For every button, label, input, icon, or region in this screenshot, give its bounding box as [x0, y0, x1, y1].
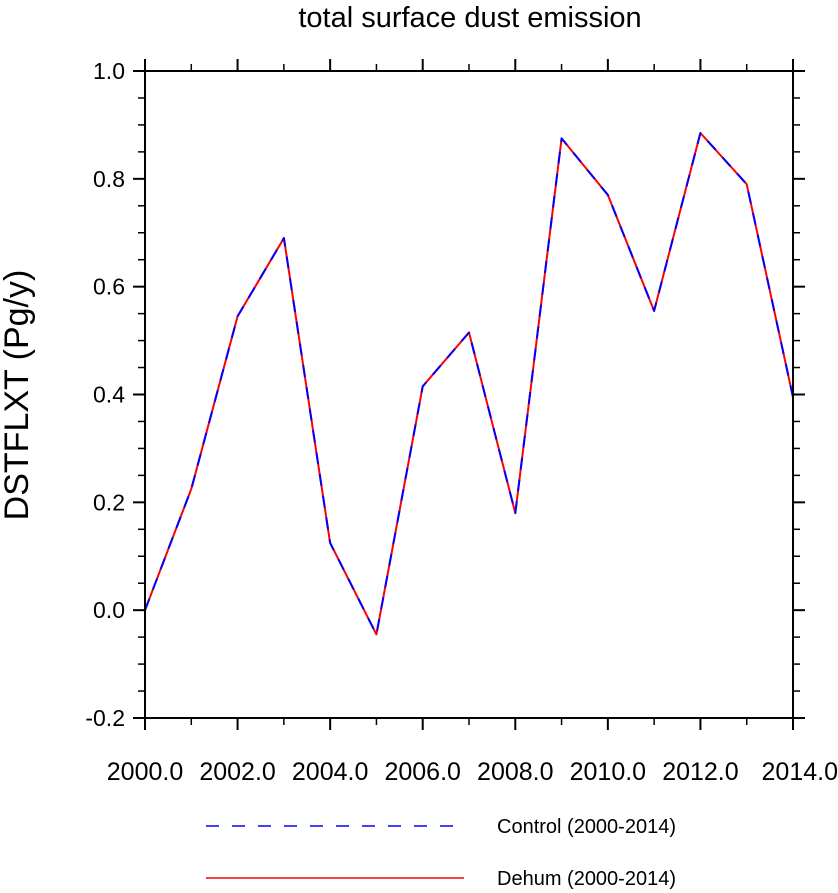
xtick-label: 2004.0: [292, 758, 368, 786]
ytick-label: 0.2: [93, 489, 125, 515]
plot-frame: [144, 70, 794, 719]
xtick-label: 2008.0: [477, 758, 553, 786]
xtick-label: 2012.0: [662, 758, 738, 786]
xtick-label: 2000.0: [107, 758, 183, 786]
ytick-label: 1.0: [93, 58, 125, 84]
xtick-label: 2010.0: [570, 758, 646, 786]
ytick-label: 0.8: [93, 166, 125, 192]
axis-ticks: [133, 59, 805, 730]
xtick-label: 2002.0: [199, 758, 275, 786]
legend-label-1: Dehum (2000-2014): [497, 868, 676, 890]
xtick-label: 2014.0: [762, 758, 838, 786]
legend-label-0: Control (2000-2014): [497, 816, 676, 838]
ytick-label: 0.0: [93, 597, 125, 623]
ytick-label: 0.4: [93, 382, 125, 408]
ytick-label: 0.6: [93, 274, 125, 300]
xtick-label: 2006.0: [384, 758, 460, 786]
series-line-0: [144, 132, 794, 636]
legend: Control (2000-2014) Dehum (2000-2014): [206, 816, 676, 890]
y-axis-label: DSTFLXT (Pg/y): [0, 270, 36, 521]
chart-title: total surface dust emission: [298, 2, 641, 34]
ytick-label: -0.2: [85, 705, 125, 731]
series-lines: [144, 132, 794, 636]
axis-tick-labels: -0.2 0.0 0.2 0.4 0.6 0.8 1.0 2000.0 2002.0 2004.0…: [85, 58, 838, 786]
series-line-1: [144, 132, 794, 636]
